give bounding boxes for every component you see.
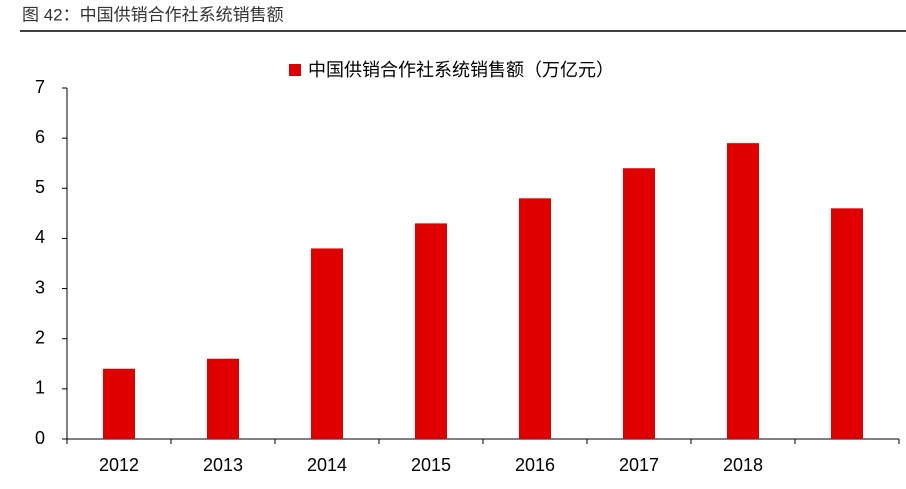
y-tick-label: 5	[35, 177, 45, 197]
y-tick-label: 7	[35, 77, 45, 97]
bar	[519, 198, 551, 439]
x-tick-label: 2018	[723, 455, 763, 475]
y-tick-label: 2	[35, 327, 45, 347]
y-tick-label: 3	[35, 277, 45, 297]
chart-title: 图 42：中国供销合作社系统销售额	[22, 5, 284, 24]
legend-label: 中国供销合作社系统销售额（万亿元）	[308, 60, 614, 80]
bar	[727, 143, 759, 439]
y-tick-label: 6	[35, 127, 45, 147]
y-tick-label: 4	[35, 227, 45, 247]
x-tick-label: 2014	[307, 455, 347, 475]
y-tick-label: 0	[35, 428, 45, 448]
legend-swatch	[289, 64, 301, 76]
bar	[415, 223, 447, 439]
bar	[311, 248, 343, 439]
bar	[103, 368, 135, 439]
x-tick-label: 2017	[619, 455, 659, 475]
x-tick-label: 2013	[203, 455, 243, 475]
bar	[623, 168, 655, 439]
bar	[831, 208, 863, 439]
y-tick-label: 1	[35, 378, 45, 398]
x-tick-label: 2015	[411, 455, 451, 475]
x-tick-label: 2016	[515, 455, 555, 475]
bar	[207, 358, 239, 439]
x-tick-label: 2012	[99, 455, 139, 475]
